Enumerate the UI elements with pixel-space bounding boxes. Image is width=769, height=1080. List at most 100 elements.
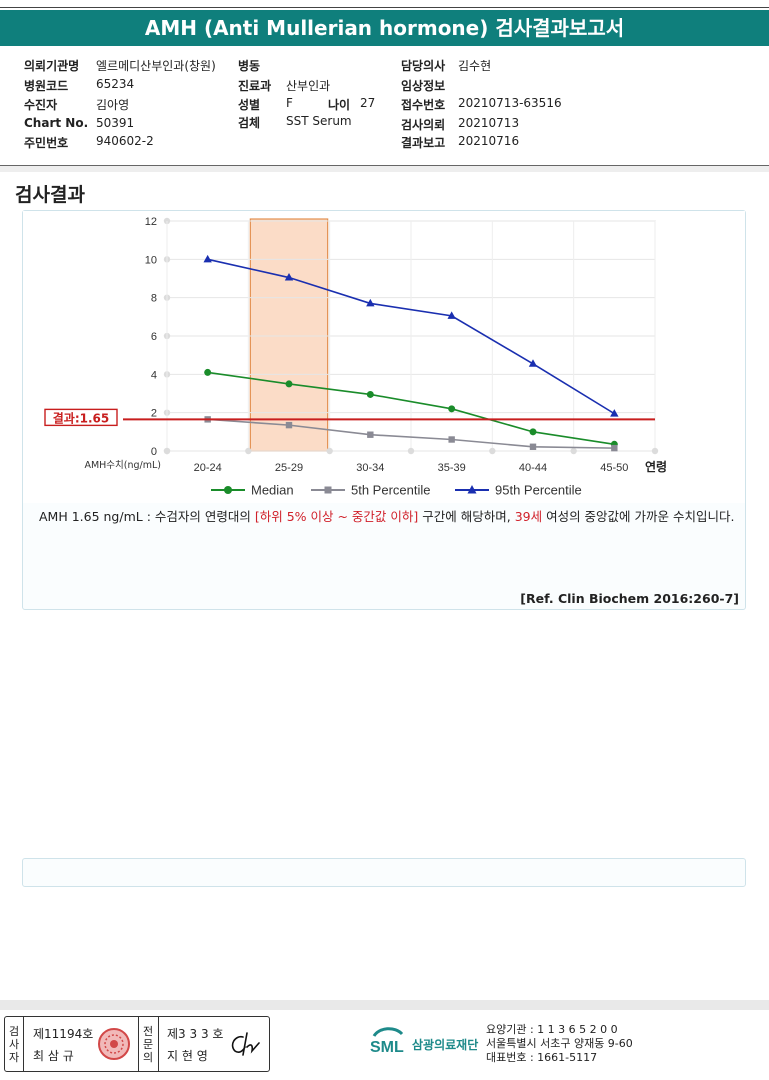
legend-label: Median [251, 483, 294, 498]
specialist-no: 제3 3 3 호 [167, 1027, 224, 1041]
chart-label: Chart No. [24, 116, 89, 130]
doctor-label: 담당의사 [401, 59, 446, 73]
clinical-label: 임상정보 [401, 79, 446, 93]
y-tick-label: 0 [151, 446, 157, 458]
phone-line: 대표번호 : 1661-5117 [486, 1051, 598, 1064]
sml-logo-icon: SML [370, 1027, 404, 1056]
age-label: 나이 [328, 98, 351, 112]
receipt-label: 접수번호 [401, 98, 446, 112]
address-line: 서울특별시 서초구 양재동 9-60 [486, 1037, 633, 1050]
desc-part3: 여성의 중앙값에 가까운 수치입니다. [542, 509, 735, 524]
specialist-name: 지 현 영 [167, 1049, 208, 1063]
legend-marker [467, 485, 477, 494]
id-value: 940602-2 [96, 134, 154, 148]
highlight-band [249, 218, 329, 452]
x-tick-label: 45-50 [600, 462, 628, 474]
y-tick-label: 6 [151, 331, 157, 343]
grey-band [0, 166, 769, 172]
x-tick-dot [163, 447, 171, 455]
series-line-0 [207, 371, 615, 446]
x-tick-dot [489, 447, 496, 455]
doctor-value: 김수현 [458, 59, 492, 73]
point-square [611, 444, 618, 452]
report-title: AMH (Anti Mullerian hormone) 검사결과보고서 [0, 10, 769, 46]
x-axis-title: 연령 [645, 459, 667, 474]
patient-value: 김아영 [96, 98, 130, 112]
sml-logo: SML [368, 1022, 408, 1064]
specimen-value: SST Serum [286, 114, 352, 128]
point-circle [366, 390, 374, 398]
point-circle [529, 428, 537, 436]
point-triangle [284, 273, 294, 281]
legend-label: 5th Percentile [351, 483, 431, 498]
institution-no: 요양기관 : 1 1 3 6 5 2 0 0 [486, 1023, 618, 1036]
point-triangle [203, 254, 212, 263]
chart-value: 50391 [96, 116, 135, 130]
inspector-no: 제11194호 [33, 1027, 94, 1041]
sign-divider-2 [138, 1017, 139, 1071]
bottom-band [0, 1000, 769, 1010]
dept-label: 진료과 [238, 79, 272, 93]
company-name: 삼광의료재단 [412, 1038, 479, 1052]
point-circle [285, 380, 293, 388]
inspector-label: 검사자 [7, 1025, 21, 1064]
inspector-label-text: 검사자 [8, 1025, 20, 1064]
dept-value: 산부인과 [286, 79, 331, 93]
specialist-label-text: 전문의 [142, 1025, 154, 1064]
signature-icon [231, 1032, 260, 1056]
y-tick-label: 4 [151, 369, 157, 381]
hospital-value: 엘르메디산부인과(창원) [96, 59, 216, 73]
specimen-label: 검체 [238, 116, 261, 130]
code-value: 65234 [96, 77, 135, 91]
x-tick-dot [570, 447, 577, 455]
inspector-name: 최 삼 규 [33, 1049, 74, 1063]
sign-divider-1 [23, 1017, 24, 1071]
x-tick-label: 30-34 [356, 462, 384, 474]
company-address: 요양기관 : 1 1 3 6 5 2 0 0 서울특별시 서초구 양재동 9-6… [486, 1023, 633, 1065]
top-rule [0, 7, 769, 8]
series-line-2 [207, 258, 615, 415]
series-line-1 [207, 418, 615, 449]
point-triangle [610, 409, 619, 417]
legend-label: 95th Percentile [495, 483, 582, 498]
code-label: 병원코드 [24, 79, 69, 93]
sex-label: 성별 [238, 98, 261, 112]
desc-age: 39세 [514, 509, 543, 524]
x-tick-label: 20-24 [194, 462, 222, 474]
x-tick-label: 40-44 [519, 462, 547, 474]
legend-marker [224, 486, 232, 494]
point-square [285, 421, 293, 429]
request-value: 20210713 [458, 116, 520, 130]
point-triangle [528, 359, 538, 367]
y-tick-label: 10 [145, 254, 157, 266]
y-tick-label: 2 [151, 408, 157, 420]
info-divider [0, 165, 769, 166]
sign-divider-3 [158, 1017, 159, 1071]
x-tick-dot [407, 447, 415, 455]
id-label: 주민번호 [24, 136, 69, 150]
y-axis-title: AMH수치(ng/mL) [84, 459, 161, 471]
result-label-box [44, 408, 118, 427]
age-value: 27 [360, 96, 376, 110]
point-circle [204, 368, 212, 376]
ward-label: 병동 [238, 59, 261, 73]
desc-part2: 구간에 해당하며, [418, 509, 515, 524]
x-tick-dot [245, 447, 252, 455]
result-panel: 0 2 4 6 8 10 12 20-24 25-29 30-34 35-39 40-44 45-50 연… [22, 210, 746, 610]
result-description: AMH 1.65 ng/mL : 수검자의 연령대의 [하위 5% 이상 ~ 중… [39, 507, 739, 526]
result-date-value: 20210716 [458, 134, 520, 148]
hospital-label: 의뢰기관명 [24, 59, 80, 73]
desc-part1: AMH 1.65 ng/mL : 수검자의 연령대의 [39, 509, 255, 524]
specialist-label: 전문의 [141, 1025, 155, 1064]
receipt-value: 20210713-63516 [458, 96, 562, 110]
point-triangle [366, 298, 375, 307]
point-circle [448, 405, 456, 413]
amh-chart: 0 2 4 6 8 10 12 20-24 25-29 30-34 35-39 40-44 45-50 연… [44, 216, 667, 498]
legend-marker [324, 486, 332, 494]
desc-range: [하위 5% 이상 ~ 중간값 이하] [254, 509, 419, 524]
result-label: 결과:1.65 [53, 410, 110, 425]
x-tick-label: 25-29 [275, 462, 303, 474]
result-date-label: 결과보고 [401, 136, 446, 150]
empty-panel [22, 858, 746, 887]
request-label: 검사의뢰 [401, 118, 446, 132]
